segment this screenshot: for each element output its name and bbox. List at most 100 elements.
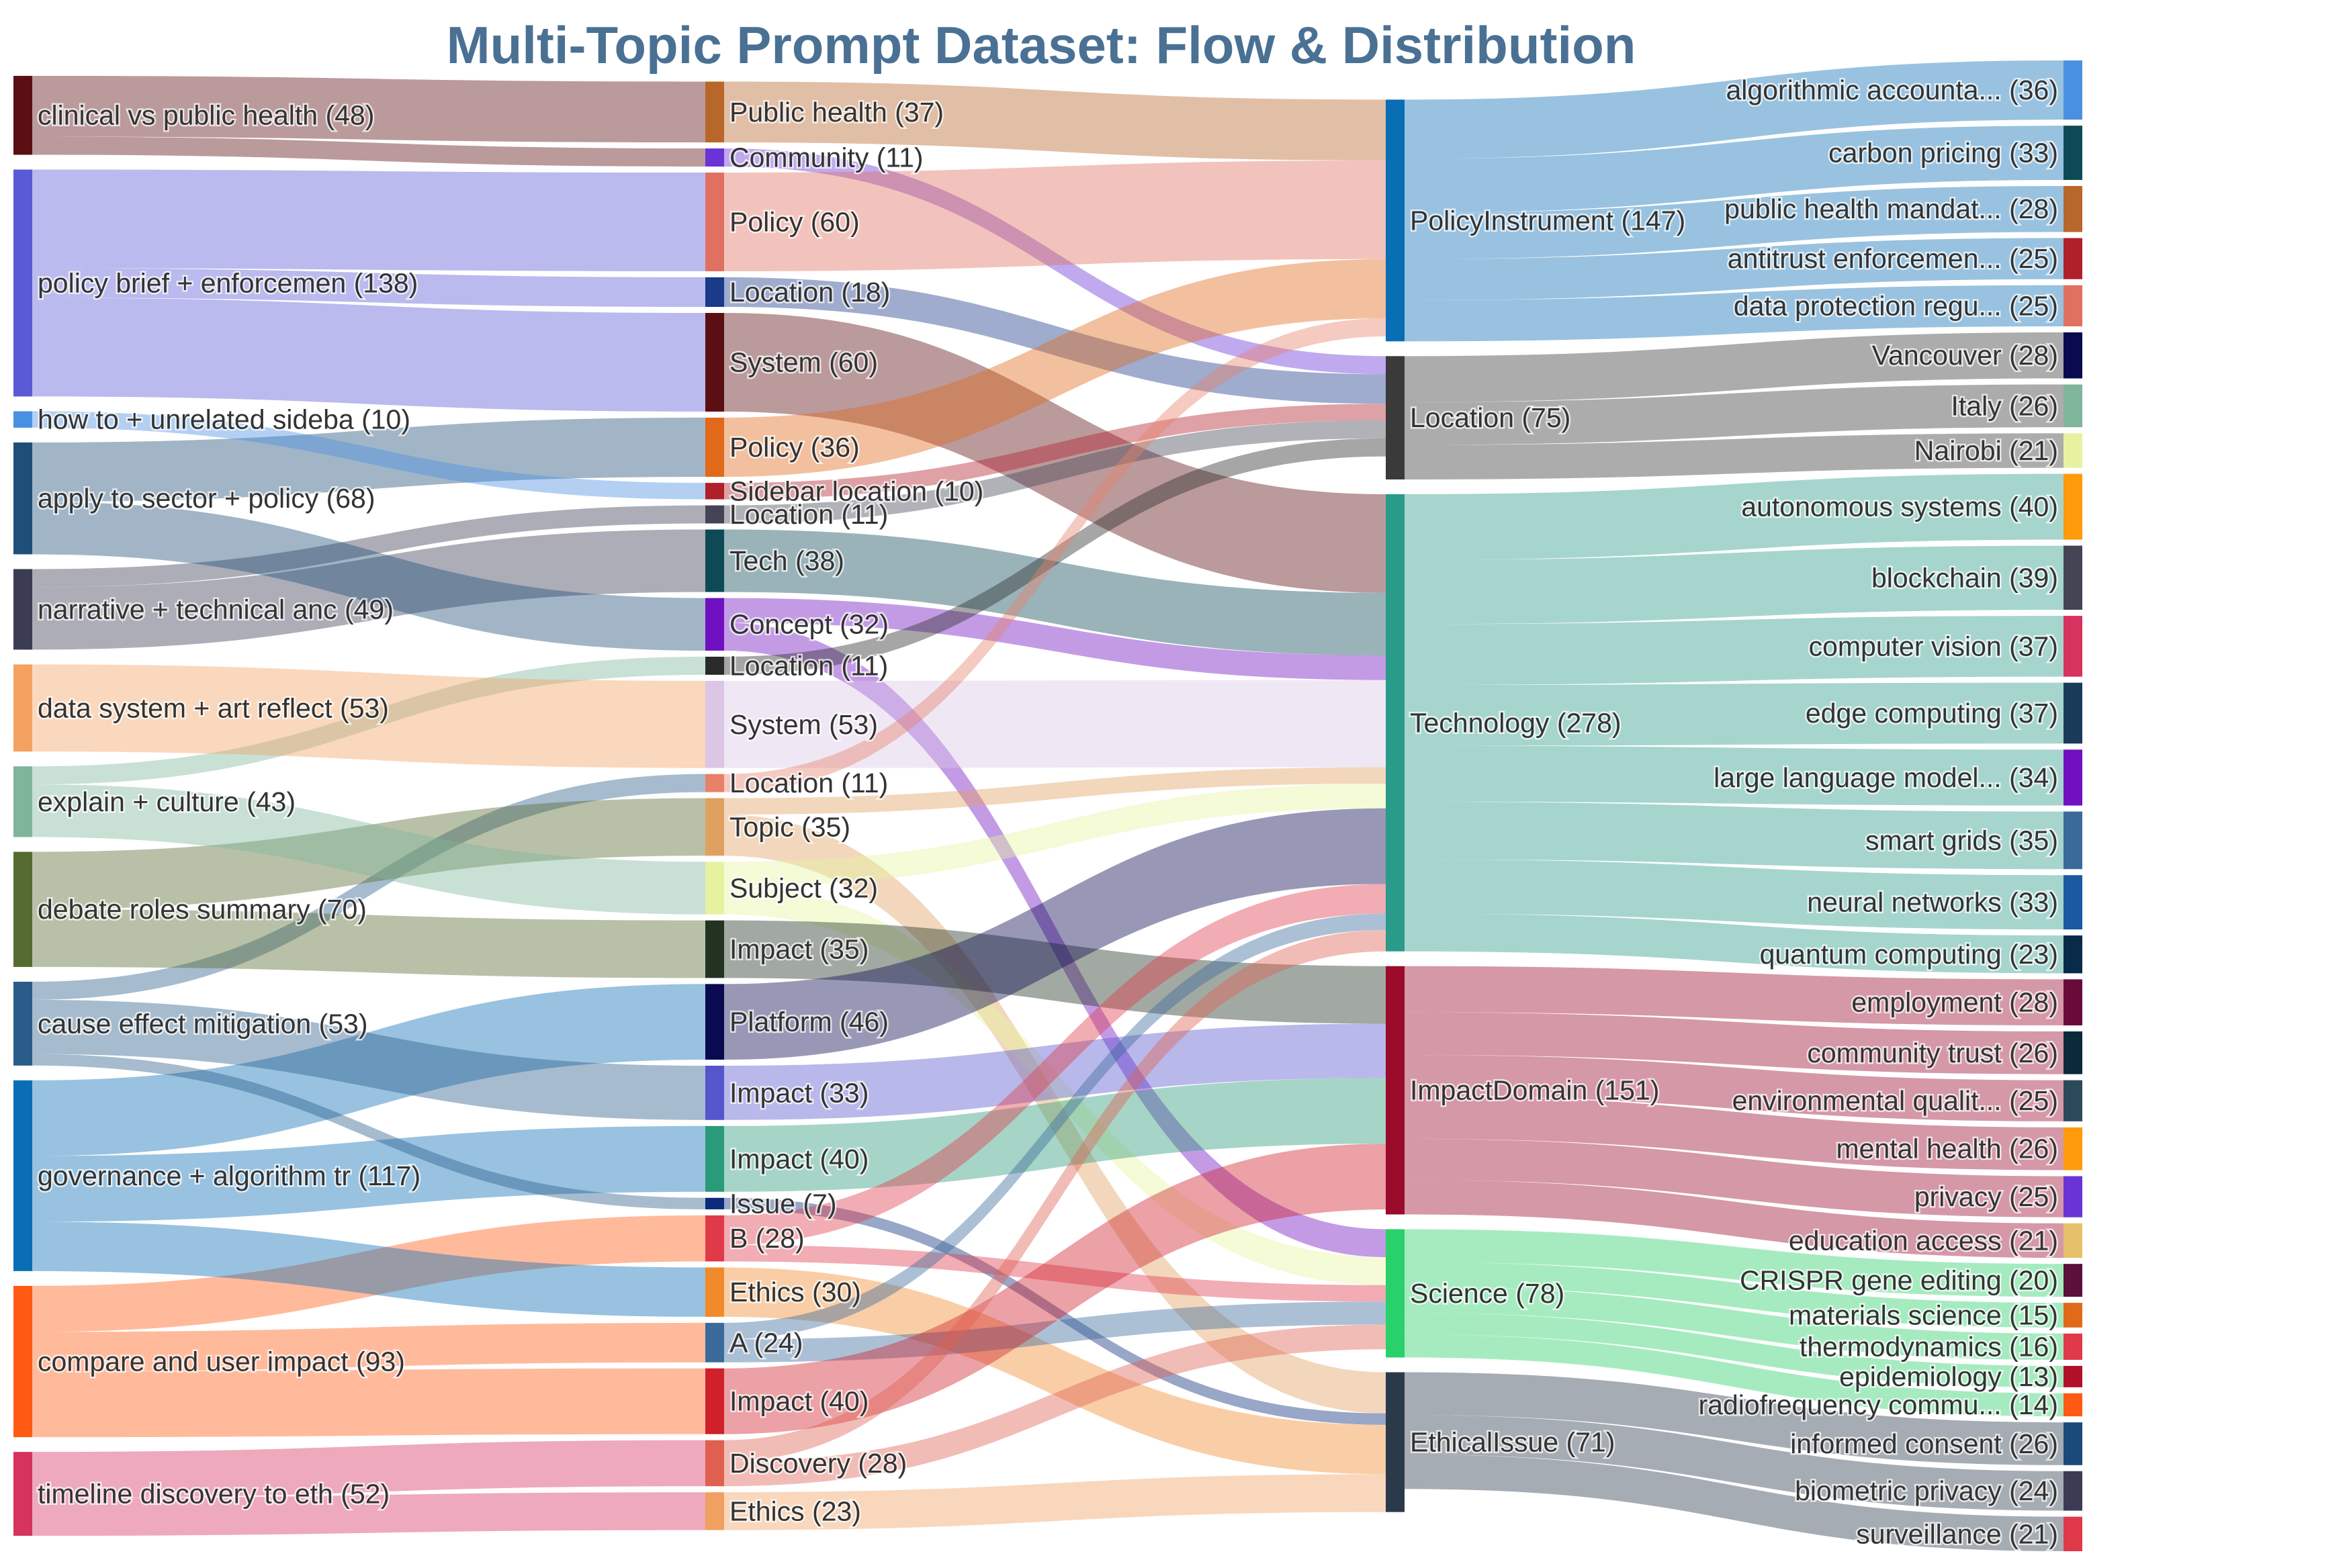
sankey-link-c_sci-t_rf[interactable] xyxy=(1405,1334,2064,1417)
sankey-link-s_expl-m_loc11b[interactable] xyxy=(32,656,705,785)
sankey-link-c_tech-t_qc[interactable] xyxy=(1405,913,2064,974)
sankey-link-m_a-c_sci[interactable] xyxy=(724,1301,1386,1363)
sankey-link-c_sci-t_crispr[interactable] xyxy=(1405,1229,2064,1297)
sankey-link-s_apply-m_pol36[interactable] xyxy=(32,417,705,502)
sankey-node-m_plat[interactable] xyxy=(705,984,724,1060)
sankey-node-t_surv[interactable] xyxy=(2064,1516,2082,1551)
sankey-link-s_clin-m_pubh[interactable] xyxy=(32,75,705,143)
sankey-node-t_bio[interactable] xyxy=(2064,1471,2082,1511)
sankey-link-m_subj-c_tech[interactable] xyxy=(724,783,1386,887)
sankey-node-s_pbrief[interactable] xyxy=(13,169,32,397)
sankey-node-m_b[interactable] xyxy=(705,1215,724,1262)
sankey-node-t_mat[interactable] xyxy=(2064,1303,2082,1328)
sankey-node-t_ita[interactable] xyxy=(2064,384,2082,428)
sankey-link-m_comm-c_loc[interactable] xyxy=(724,148,1386,375)
sankey-node-m_loc18[interactable] xyxy=(705,277,724,308)
sankey-link-c_tech-t_edge[interactable] xyxy=(1405,682,2064,746)
sankey-link-m_a-c_tech[interactable] xyxy=(724,913,1386,1340)
sankey-link-s_narr-m_loc11a[interactable] xyxy=(32,505,705,588)
sankey-link-s_narr-m_tech38[interactable] xyxy=(32,529,705,650)
sankey-link-c_tech-t_llm[interactable] xyxy=(1405,745,2064,806)
sankey-link-m_topic-c_tech[interactable] xyxy=(724,767,1386,815)
sankey-node-t_van[interactable] xyxy=(2064,332,2082,379)
sankey-node-m_sys53[interactable] xyxy=(705,680,724,768)
sankey-link-c_imp-t_mh[interactable] xyxy=(1405,1096,2064,1170)
sankey-link-m_b-c_tech[interactable] xyxy=(724,884,1386,1245)
sankey-link-c_eth-t_surv[interactable] xyxy=(1405,1454,2064,1551)
sankey-link-c_imp-t_ct[interactable] xyxy=(1405,1012,2064,1074)
sankey-node-t_epi[interactable] xyxy=(2064,1366,2082,1387)
sankey-link-s_howto-m_side[interactable] xyxy=(32,411,705,500)
sankey-node-m_tech38[interactable] xyxy=(705,529,724,592)
sankey-node-c_eth[interactable] xyxy=(1386,1372,1405,1512)
sankey-link-m_pol60-c_pi[interactable] xyxy=(724,160,1386,271)
sankey-link-s_pbrief-m_sys60[interactable] xyxy=(32,297,705,412)
sankey-node-c_pi[interactable] xyxy=(1386,99,1405,342)
sankey-link-c_sci-t_thermo[interactable] xyxy=(1405,1287,2064,1361)
sankey-link-s_pbrief-m_loc18[interactable] xyxy=(32,268,705,308)
sankey-node-t_envq[interactable] xyxy=(2064,1080,2082,1121)
sankey-link-s_deb-m_imp35[interactable] xyxy=(32,909,705,978)
sankey-link-c_pi-t_dpr[interactable] xyxy=(1405,285,2064,342)
sankey-link-m_imp40b-c_imp[interactable] xyxy=(724,1144,1386,1434)
sankey-node-m_a[interactable] xyxy=(705,1322,724,1363)
sankey-link-m_loc11c-c_pi[interactable] xyxy=(724,318,1386,792)
sankey-node-t_anti[interactable] xyxy=(2064,238,2082,279)
sankey-node-t_qc[interactable] xyxy=(2064,935,2082,974)
sankey-link-m_loc11b-c_loc[interactable] xyxy=(724,438,1386,675)
sankey-link-c_pi-t_carb[interactable] xyxy=(1405,126,2064,214)
sankey-link-c_sci-t_mat[interactable] xyxy=(1405,1262,2064,1328)
sankey-link-s_comp-m_imp40b[interactable] xyxy=(32,1368,705,1438)
sankey-node-m_imp40a[interactable] xyxy=(705,1125,724,1192)
sankey-node-m_loc11c[interactable] xyxy=(705,774,724,792)
sankey-link-m_sys53-c_tech[interactable] xyxy=(724,680,1386,768)
sankey-link-m_disc-c_sci[interactable] xyxy=(724,1324,1386,1487)
sankey-node-t_alg[interactable] xyxy=(2064,60,2082,120)
sankey-link-m_conc-c_sci[interactable] xyxy=(724,622,1386,1258)
sankey-link-s_clin-m_comm[interactable] xyxy=(32,136,705,167)
sankey-node-c_imp[interactable] xyxy=(1386,966,1405,1215)
sankey-link-c_imp-t_emp[interactable] xyxy=(1405,966,2064,1025)
sankey-link-c_loc-t_van[interactable] xyxy=(1405,332,2064,402)
sankey-link-m_issue-c_eth[interactable] xyxy=(724,1197,1386,1425)
sankey-link-s_data-m_sys53[interactable] xyxy=(32,664,705,768)
sankey-node-t_edge[interactable] xyxy=(2064,682,2082,744)
sankey-node-m_imp40b[interactable] xyxy=(705,1368,724,1434)
sankey-node-m_issue[interactable] xyxy=(705,1197,724,1209)
sankey-node-t_priv[interactable] xyxy=(2064,1176,2082,1217)
sankey-node-t_nn[interactable] xyxy=(2064,875,2082,930)
sankey-node-t_cv[interactable] xyxy=(2064,616,2082,677)
sankey-node-c_loc[interactable] xyxy=(1386,356,1405,479)
sankey-link-c_imp-t_edu[interactable] xyxy=(1405,1180,2064,1258)
sankey-link-m_tech38-c_tech[interactable] xyxy=(724,529,1386,655)
sankey-link-c_tech-t_smart[interactable] xyxy=(1405,801,2064,870)
sankey-node-s_expl[interactable] xyxy=(13,766,32,837)
sankey-link-s_pbrief-m_pol60[interactable] xyxy=(32,169,705,271)
sankey-node-m_subj[interactable] xyxy=(705,862,724,915)
sankey-node-s_apply[interactable] xyxy=(13,442,32,555)
sankey-node-m_pol36[interactable] xyxy=(705,417,724,477)
sankey-link-c_tech-t_cv[interactable] xyxy=(1405,616,2064,686)
sankey-link-s_gov-m_imp40a[interactable] xyxy=(32,1125,705,1222)
sankey-link-m_subj-c_sci[interactable] xyxy=(724,886,1386,1285)
sankey-node-m_comm[interactable] xyxy=(705,148,724,167)
sankey-link-m_imp35-c_imp[interactable] xyxy=(724,920,1386,1024)
sankey-link-m_sys60-c_tech[interactable] xyxy=(724,313,1386,593)
sankey-node-m_imp35[interactable] xyxy=(705,920,724,978)
sankey-node-t_rf[interactable] xyxy=(2064,1393,2082,1417)
sankey-link-c_imp-t_priv[interactable] xyxy=(1405,1138,2064,1217)
sankey-node-t_mh[interactable] xyxy=(2064,1127,2082,1170)
sankey-node-m_conc[interactable] xyxy=(705,598,724,651)
sankey-node-m_sys60[interactable] xyxy=(705,313,724,412)
sankey-node-s_comp[interactable] xyxy=(13,1285,32,1438)
sankey-node-m_pubh[interactable] xyxy=(705,81,724,143)
sankey-link-c_sci-t_epi[interactable] xyxy=(1405,1313,2064,1387)
sankey-link-c_imp-t_envq[interactable] xyxy=(1405,1054,2064,1121)
sankey-link-s_cause-m_issue[interactable] xyxy=(32,1054,705,1209)
sankey-link-s_expl-m_subj[interactable] xyxy=(32,784,705,915)
sankey-link-m_pubh-c_pi[interactable] xyxy=(724,81,1386,160)
sankey-link-m_pol36-c_pi[interactable] xyxy=(724,259,1386,477)
sankey-node-t_thermo[interactable] xyxy=(2064,1333,2082,1361)
sankey-node-t_llm[interactable] xyxy=(2064,749,2082,806)
sankey-link-s_apply-m_conc[interactable] xyxy=(32,502,705,651)
